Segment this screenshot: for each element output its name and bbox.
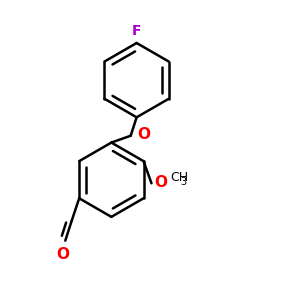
Text: O: O — [154, 175, 167, 190]
Text: O: O — [56, 247, 69, 262]
Text: 3: 3 — [180, 176, 186, 187]
Text: F: F — [132, 24, 141, 38]
Text: CH: CH — [170, 171, 188, 184]
Text: O: O — [137, 127, 150, 142]
